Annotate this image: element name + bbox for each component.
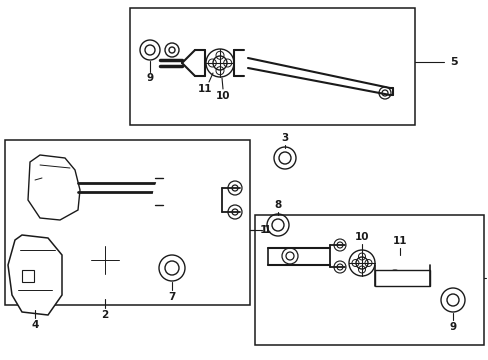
Bar <box>130 8 414 125</box>
Text: 5: 5 <box>449 57 457 67</box>
Text: 10: 10 <box>215 91 230 101</box>
Circle shape <box>131 256 138 264</box>
Bar <box>374 270 429 286</box>
Bar <box>22 270 34 282</box>
Text: 11: 11 <box>392 236 407 246</box>
Polygon shape <box>8 235 62 315</box>
Text: 4: 4 <box>31 320 39 330</box>
Circle shape <box>67 222 142 298</box>
Text: 2: 2 <box>101 310 108 320</box>
Ellipse shape <box>153 162 223 238</box>
Text: 1: 1 <box>260 225 267 235</box>
Text: 8: 8 <box>274 200 281 210</box>
Bar <box>5 140 249 305</box>
Text: 9: 9 <box>448 322 456 332</box>
Text: 11: 11 <box>197 84 212 94</box>
Text: 1: 1 <box>263 225 270 235</box>
Text: 3: 3 <box>281 133 288 143</box>
Bar <box>254 215 483 345</box>
Text: 10: 10 <box>354 232 368 242</box>
Circle shape <box>111 228 118 235</box>
Circle shape <box>77 274 84 281</box>
Text: 7: 7 <box>168 292 175 302</box>
Circle shape <box>77 239 84 246</box>
Polygon shape <box>28 155 80 220</box>
Text: 9: 9 <box>146 73 153 83</box>
Circle shape <box>111 285 118 292</box>
